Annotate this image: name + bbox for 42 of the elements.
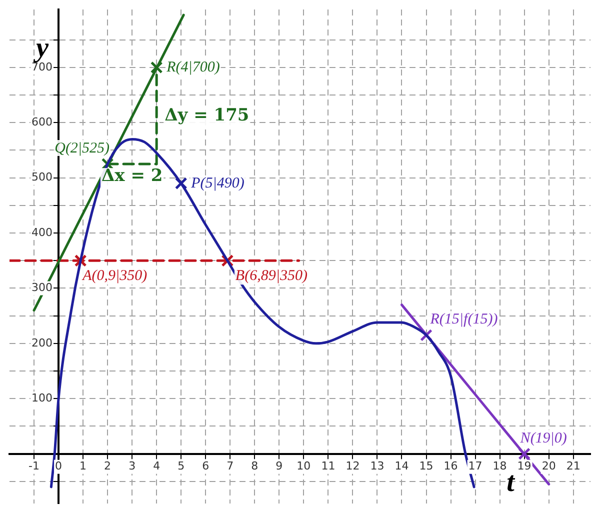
annotation: N(19|0) xyxy=(519,430,567,446)
x-tick-label: 11 xyxy=(321,460,336,473)
point xyxy=(150,61,163,74)
x-tick-label: 14 xyxy=(394,460,409,473)
x-tick-label: 1 xyxy=(80,460,87,473)
x-tick-label: 17 xyxy=(468,460,482,473)
x-tick-label: 20 xyxy=(542,460,556,473)
annotation: Δx = 2 xyxy=(101,166,163,186)
annotation: B(6,89|350) xyxy=(235,268,308,284)
point xyxy=(518,448,531,460)
point xyxy=(174,177,188,190)
annotation: R(4|700) xyxy=(166,59,220,76)
y-tick-label: 100 xyxy=(32,391,53,404)
y-tick-label: 300 xyxy=(32,281,53,294)
x-tick-label: 0 xyxy=(55,460,62,473)
annotation: A(0,9|350) xyxy=(82,268,148,284)
x-tick-label: 3 xyxy=(128,460,136,473)
x-tick-label: 5 xyxy=(178,460,185,473)
annotation: R(15|f(15)) xyxy=(429,312,498,328)
x-tick-label: 15 xyxy=(419,460,434,473)
x-tick-label: 4 xyxy=(153,460,160,473)
y-tick-label: 500 xyxy=(32,170,53,184)
x-tick-label: 21 xyxy=(566,460,580,473)
x-tick-label: 19 xyxy=(517,460,532,473)
y-tick-label: 200 xyxy=(32,336,53,350)
y-tick-label: 400 xyxy=(32,226,53,239)
x-tick-label: 13 xyxy=(370,460,384,473)
x-axis-title: t xyxy=(506,467,516,498)
x-tick-label: 2 xyxy=(104,460,112,473)
y-tick-label: 600 xyxy=(32,116,53,129)
x-tick-label: 8 xyxy=(251,460,258,473)
x-tick-label: -1 xyxy=(28,460,40,473)
x-tick-label: 10 xyxy=(296,460,311,473)
annotation: P(5|490) xyxy=(190,175,244,192)
annotation: Δy = 175 xyxy=(164,105,250,126)
x-tick-label: 16 xyxy=(444,460,458,473)
x-tick-label: 9 xyxy=(276,460,283,473)
x-tick-label: 7 xyxy=(226,460,234,473)
x-tick-label: 18 xyxy=(492,460,507,473)
x-tick-label: 12 xyxy=(346,460,360,473)
x-tick-label: 6 xyxy=(202,460,210,473)
annotation: Q(2|525) xyxy=(54,140,110,156)
